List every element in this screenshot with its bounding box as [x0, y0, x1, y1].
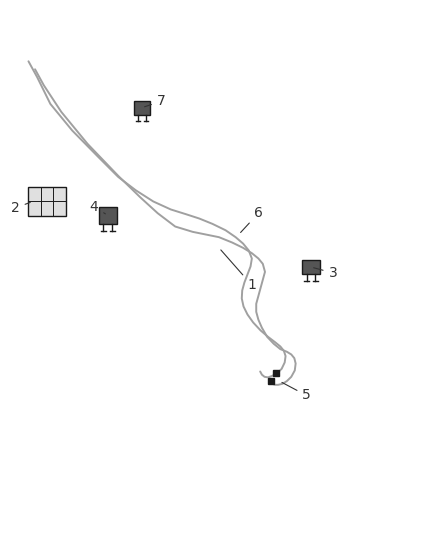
Text: 3: 3	[314, 266, 337, 280]
Text: 6: 6	[240, 206, 263, 232]
Bar	[28, 187, 66, 216]
Bar	[302, 260, 320, 274]
Text: 4: 4	[90, 200, 106, 214]
Text: 2: 2	[11, 201, 30, 215]
Text: 5: 5	[282, 382, 311, 402]
Bar	[99, 207, 117, 224]
Text: 1: 1	[221, 250, 256, 292]
Text: 7: 7	[145, 94, 166, 108]
Bar	[134, 101, 150, 115]
